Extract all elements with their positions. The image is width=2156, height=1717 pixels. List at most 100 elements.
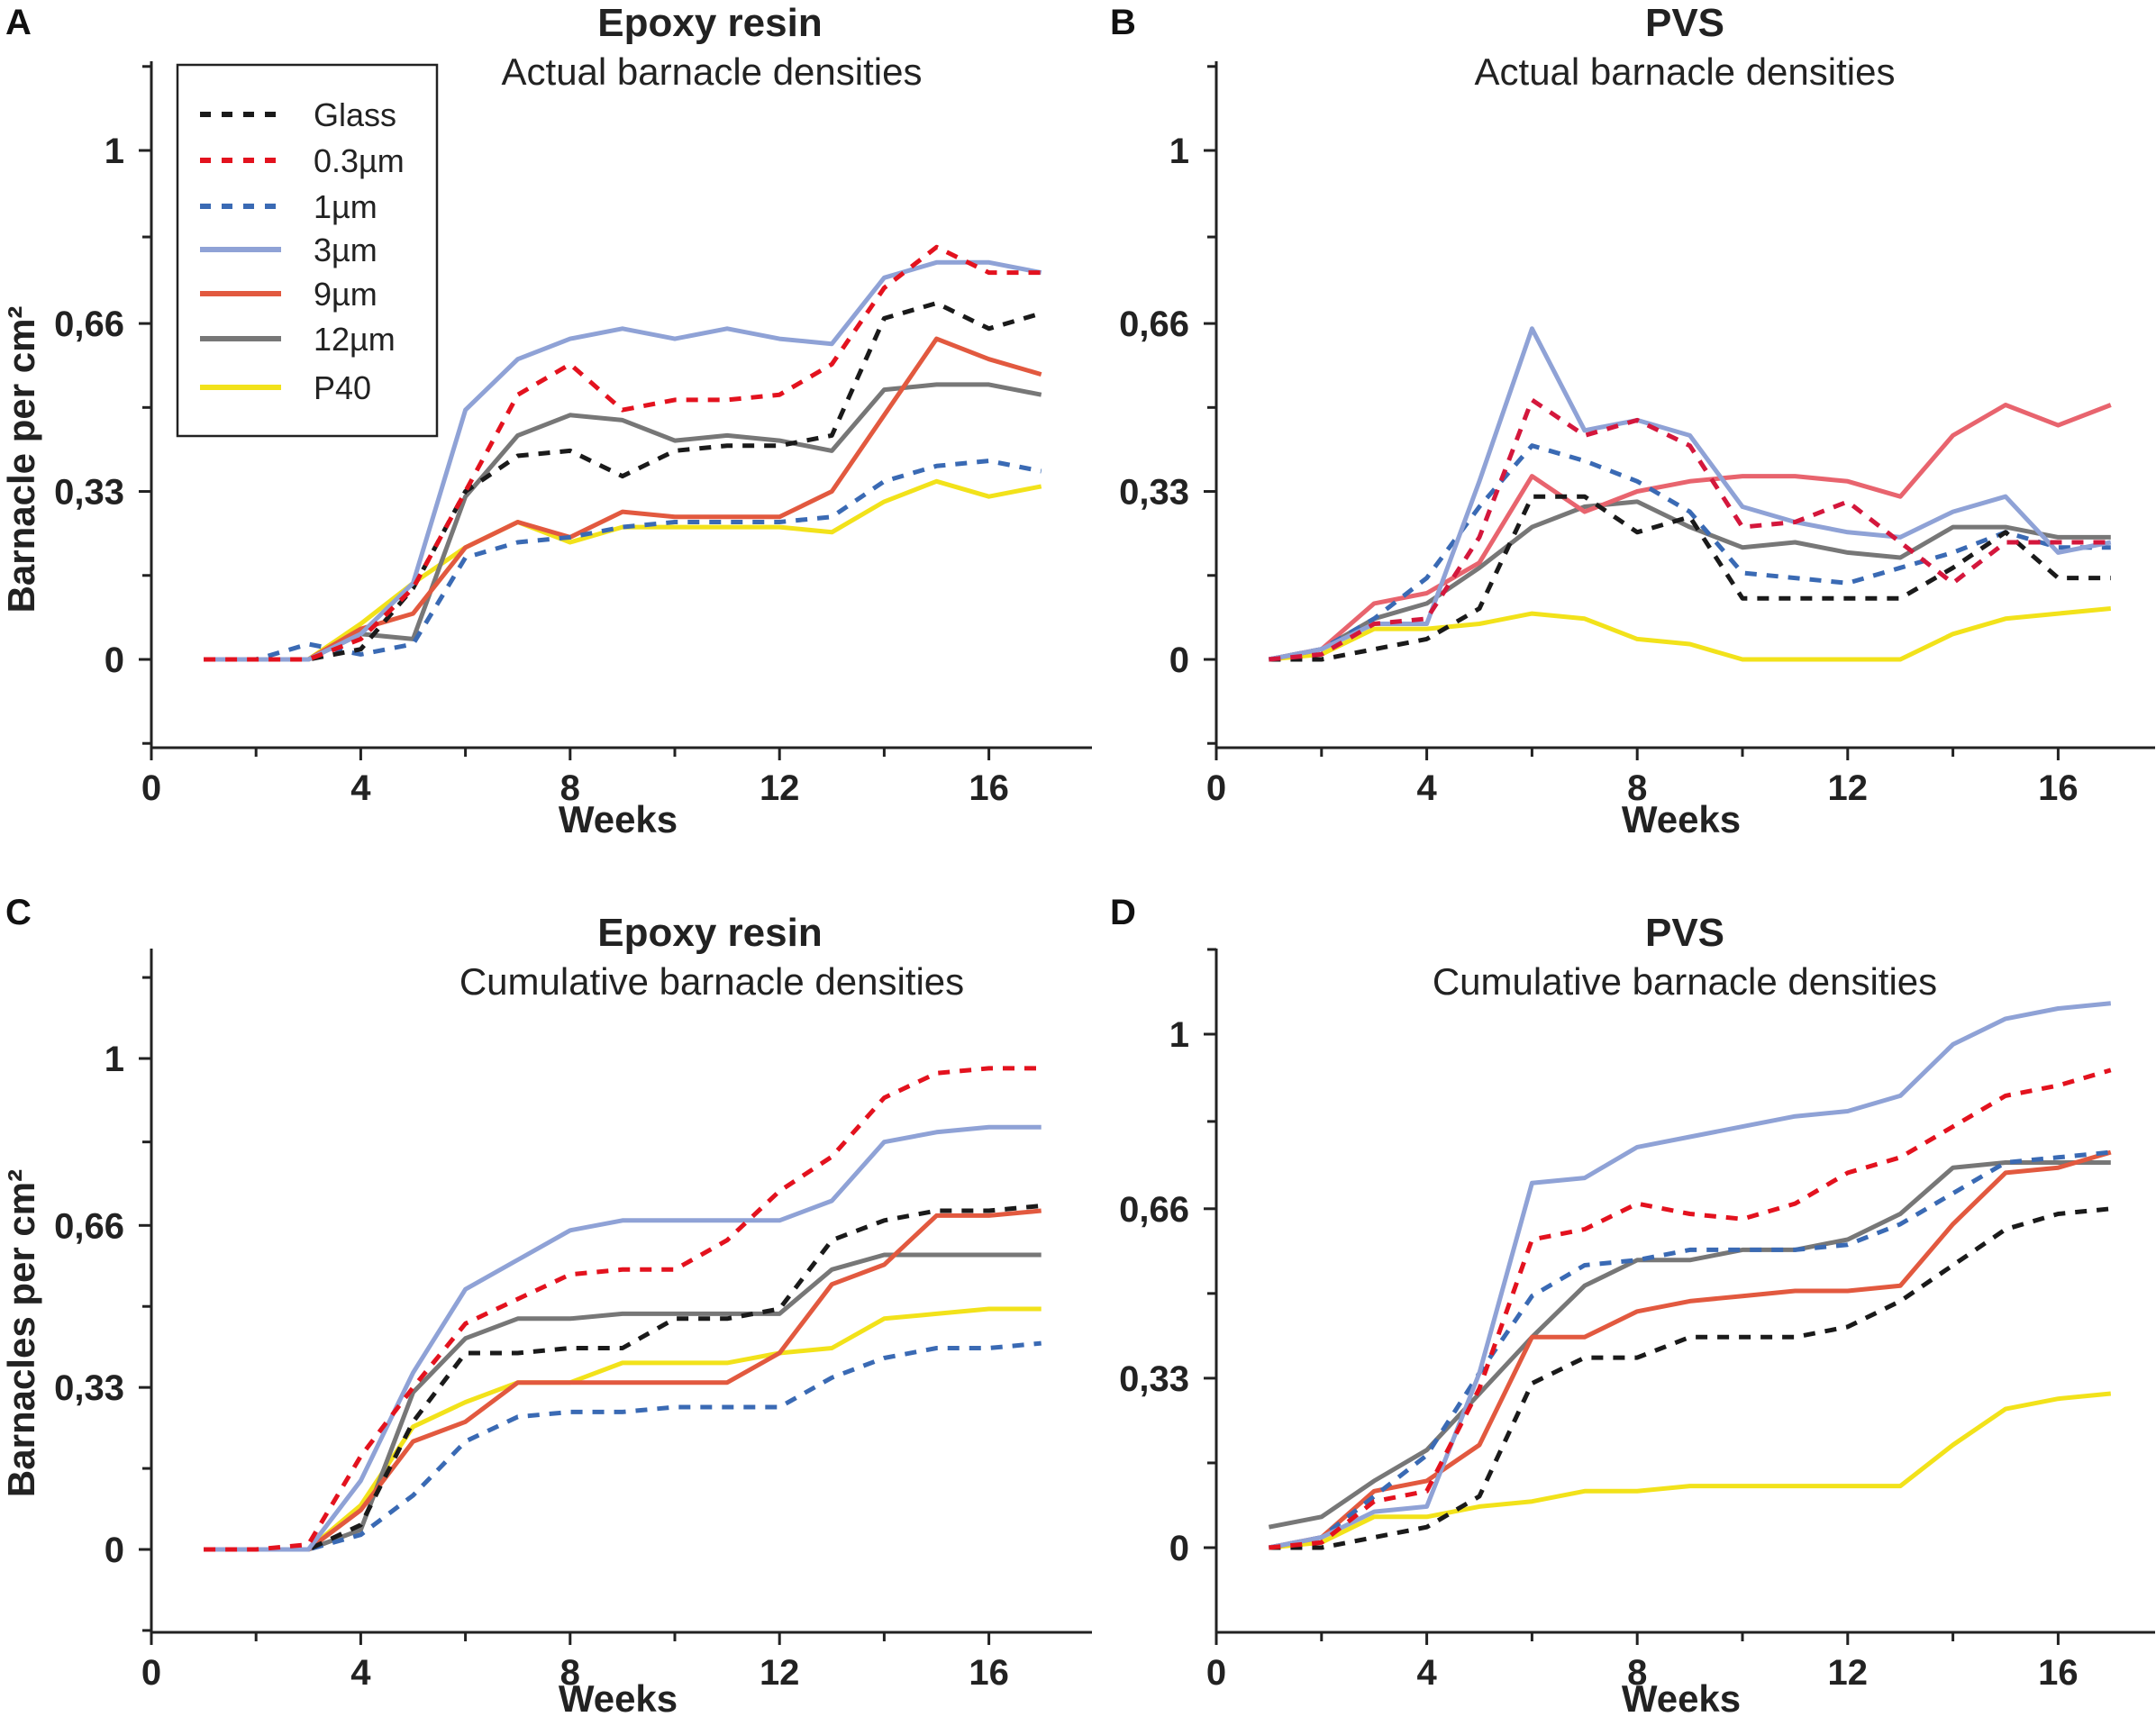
y-tick-label: 1	[1169, 132, 1189, 171]
series-line-12-m	[1268, 1160, 2111, 1530]
legend-label: 9µm	[314, 276, 378, 313]
legend-entry: 1µm	[200, 188, 378, 225]
y-tick-label: 0	[105, 640, 124, 680]
series-line-3-m	[1268, 1001, 2112, 1550]
x-tick-label: 12	[760, 1653, 800, 1693]
x-tick-label: 0	[1206, 768, 1226, 808]
chart-title: PVS	[1645, 911, 1724, 955]
x-tick-label: 8	[560, 1653, 580, 1693]
series-line-p40	[1269, 606, 2112, 662]
legend-entry: 3µm	[200, 232, 378, 268]
series-line-12-m	[204, 1252, 1042, 1552]
series-line-p40	[204, 1306, 1042, 1552]
chart-title: Epoxy resin	[597, 1, 822, 45]
chart-title: Epoxy resin	[597, 911, 822, 955]
panel-c: C Epoxy resin Cumulative barnacle densit…	[0, 893, 1092, 1717]
x-tick-label: 0	[1206, 1653, 1226, 1693]
x-tick-label: 8	[1627, 768, 1647, 808]
series-line-9-m	[1268, 1149, 2112, 1550]
y-tick-label: 1	[105, 1040, 124, 1079]
x-axis-label: Weeks	[1622, 798, 1741, 840]
series-line-3-m	[1268, 326, 2112, 662]
legend-label: 0.3µm	[314, 142, 405, 179]
y-tick-label: 0,33	[1119, 473, 1189, 513]
legend-entry: 9µm	[200, 276, 378, 313]
series-line-3-m	[204, 1124, 1042, 1552]
legend-label: P40	[314, 369, 371, 406]
legend-entry: 0.3µm	[200, 142, 405, 179]
series-line-0-3-m	[1269, 397, 2111, 662]
x-tick-label: 16	[969, 1653, 1009, 1693]
series-line-9-m	[1268, 403, 2112, 662]
panel-b: B PVS Actual barnacle densities Weeks 0 …	[1110, 1, 2155, 840]
y-tick-label: 0,66	[54, 1206, 124, 1246]
chart-subtitle: Actual barnacle densities	[1475, 50, 1896, 93]
x-tick-label: 4	[1416, 1653, 1437, 1693]
x-tick-label: 8	[560, 768, 580, 808]
x-axis-label: Weeks	[1622, 1677, 1741, 1717]
axes	[1204, 948, 2155, 1645]
y-tick-label: 1	[105, 132, 124, 171]
x-tick-label: 8	[1627, 1653, 1647, 1693]
x-tick-label: 12	[1828, 768, 1869, 808]
x-tick-label: 0	[141, 768, 161, 808]
panel-a: A Epoxy resin Actual barnacle densities …	[0, 1, 1092, 840]
series-line-0-3-m	[1269, 1067, 2112, 1550]
axes	[139, 949, 1092, 1645]
series-line-1-m	[204, 459, 1042, 662]
y-tick-label: 0,33	[54, 1368, 124, 1408]
legend-label: 12µm	[314, 321, 396, 358]
series-line-1-m	[204, 1340, 1042, 1552]
legend-label: 1µm	[314, 188, 378, 225]
axes	[1204, 61, 2155, 760]
chart-subtitle: Actual barnacle densities	[502, 50, 923, 93]
legend: Glass 0.3µm 1µm 3µm 9µm 12µm	[176, 63, 439, 438]
y-tick-label: 0,66	[1119, 304, 1189, 344]
panel-d: D PVS Cumulative barnacle densities Week…	[1110, 893, 2155, 1717]
y-tick-label: 0	[105, 1531, 124, 1570]
series-line-0-3-m	[204, 244, 1042, 662]
x-tick-label: 16	[2038, 1653, 2079, 1693]
x-axis-label: Weeks	[559, 1677, 678, 1717]
series-group	[204, 1066, 1042, 1552]
series-line-p40	[1269, 1391, 2112, 1550]
y-tick-label: 0	[1169, 640, 1189, 680]
x-tick-label: 12	[1828, 1653, 1869, 1693]
series-line-0-3-m	[204, 1066, 1042, 1552]
series-line-9-m	[204, 336, 1042, 662]
y-axis-label: Barnacle per cm²	[0, 306, 42, 613]
series-group	[1268, 326, 2112, 662]
y-tick-label: 0,33	[54, 473, 124, 513]
legend-label: 3µm	[314, 232, 378, 268]
series-line-glass	[204, 1204, 1042, 1552]
panel-label: C	[5, 893, 32, 932]
y-tick-label: 0,66	[54, 304, 124, 344]
x-tick-label: 4	[350, 1653, 371, 1693]
legend-entry: 12µm	[200, 321, 396, 358]
panel-label: D	[1110, 893, 1136, 932]
series-line-p40	[204, 478, 1042, 662]
chart-title: PVS	[1645, 1, 1724, 45]
series-group	[1268, 1001, 2112, 1550]
panel-label: B	[1110, 3, 1136, 42]
series-group	[204, 244, 1042, 662]
series-line-glass	[1269, 494, 2111, 662]
panel-label: A	[5, 3, 32, 42]
y-tick-label: 0,66	[1119, 1190, 1189, 1230]
x-tick-label: 16	[2038, 768, 2079, 808]
y-axis-label: Barnacles per cm²	[0, 1169, 42, 1497]
series-line-1-m	[1268, 1149, 2112, 1550]
y-tick-label: 0,33	[1119, 1359, 1189, 1399]
x-tick-label: 16	[969, 768, 1009, 808]
y-tick-label: 0	[1169, 1529, 1189, 1568]
chart-subtitle: Cumulative barnacle densities	[1433, 960, 1937, 1003]
series-line-glass	[204, 301, 1042, 662]
series-line-1-m	[1268, 443, 2111, 662]
legend-entry: Glass	[200, 96, 396, 133]
axes	[139, 61, 1092, 760]
x-tick-label: 12	[760, 768, 800, 808]
series-line-12-m	[1268, 499, 2111, 662]
x-tick-label: 4	[1416, 768, 1437, 808]
y-tick-label: 1	[1169, 1015, 1189, 1055]
